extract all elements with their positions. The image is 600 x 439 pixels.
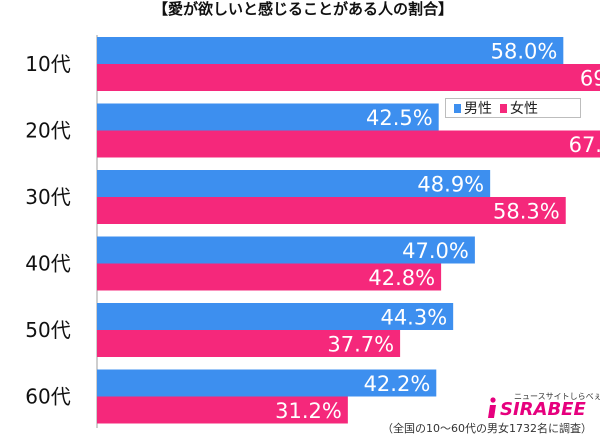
logo-subtitle: ニュースサイトしらべぇ: [514, 392, 600, 401]
value-label-female-10: 69.1%: [580, 67, 600, 91]
chart-title: 【愛が欲しいと感じることがある人の割合】: [153, 0, 453, 18]
category-label-10: 10代: [25, 52, 70, 76]
bar-male-40: [97, 236, 475, 264]
bar-female-10: [97, 64, 600, 91]
bar-female-50: [97, 330, 401, 357]
sirabee-logo: ニュースサイトしらべぇ SIRABEE: [488, 391, 600, 421]
value-label-female-50: 37.7%: [327, 333, 394, 357]
logo-mark-icon: [488, 397, 496, 418]
value-label-female-40: 42.8%: [368, 266, 435, 290]
legend-swatch-male: [454, 103, 461, 113]
value-label-female-20: 67.7%: [569, 133, 600, 157]
bar-female-20: [97, 130, 600, 158]
legend-label-female: 女性: [510, 101, 538, 117]
bar-female-60: [97, 396, 348, 424]
bar-female-40: [97, 263, 442, 291]
logo-text: SIRABEE: [500, 399, 586, 420]
category-label-30: 30代: [25, 185, 70, 209]
value-label-male-20: 42.5%: [366, 106, 433, 130]
legend-item-male: 男性: [454, 98, 492, 118]
bar-male-30: [97, 170, 491, 197]
legend-swatch-female: [500, 103, 507, 113]
value-label-female-30: 58.3%: [493, 200, 560, 224]
bar-female-30: [97, 197, 566, 224]
value-label-male-60: 42.2%: [364, 372, 431, 396]
category-label-20: 20代: [25, 119, 70, 143]
legend: 男性 女性: [445, 98, 581, 118]
value-label-male-10: 58.0%: [491, 40, 558, 64]
value-label-male-40: 47.0%: [402, 239, 469, 263]
value-label-female-60: 31.2%: [275, 399, 342, 423]
legend-label-male: 男性: [464, 101, 492, 117]
category-label-50: 50代: [25, 318, 70, 342]
bars: 10代 58.0% 69.1% 20代 42.5% 67.7% 30代 48.9% 58.3% 4…: [25, 37, 600, 424]
value-label-male-50: 44.3%: [380, 306, 447, 330]
bar-male-60: [97, 369, 437, 397]
footnote: （全国の10〜60代の男女1732名に調査）: [382, 422, 592, 435]
bar-male-50: [97, 303, 454, 330]
category-label-40: 40代: [25, 252, 70, 276]
category-label-60: 60代: [25, 385, 70, 409]
value-label-male-30: 48.9%: [417, 173, 484, 197]
bar-male-20: [97, 103, 439, 131]
bar-male-10: [97, 37, 564, 64]
legend-item-female: 女性: [500, 98, 538, 118]
